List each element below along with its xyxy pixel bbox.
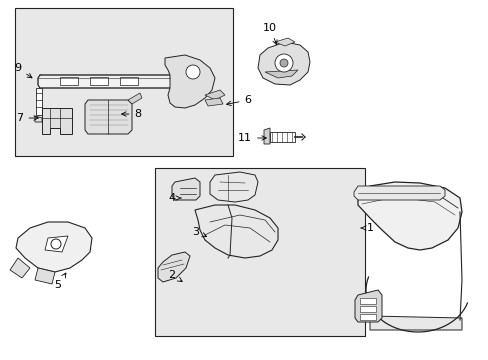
Polygon shape xyxy=(85,100,132,134)
Polygon shape xyxy=(172,178,200,200)
Circle shape xyxy=(280,59,287,67)
Text: 1: 1 xyxy=(360,223,373,233)
Text: 7: 7 xyxy=(17,113,38,123)
Polygon shape xyxy=(35,268,55,284)
Bar xyxy=(155,168,364,336)
Bar xyxy=(359,306,375,312)
Text: 8: 8 xyxy=(122,109,141,119)
Polygon shape xyxy=(38,72,172,88)
Text: 5: 5 xyxy=(54,273,66,290)
Polygon shape xyxy=(357,182,461,250)
Polygon shape xyxy=(264,70,297,78)
Polygon shape xyxy=(354,290,381,322)
Circle shape xyxy=(274,54,292,72)
Text: 3: 3 xyxy=(192,227,206,237)
Polygon shape xyxy=(369,316,461,330)
Text: 11: 11 xyxy=(238,133,266,143)
Bar xyxy=(60,77,78,85)
Text: 6: 6 xyxy=(226,95,251,105)
Polygon shape xyxy=(195,205,278,258)
Polygon shape xyxy=(158,252,190,282)
Polygon shape xyxy=(209,172,258,202)
Polygon shape xyxy=(45,236,68,252)
Bar xyxy=(120,77,138,85)
Polygon shape xyxy=(10,258,30,278)
Polygon shape xyxy=(16,222,92,272)
Polygon shape xyxy=(35,116,42,122)
Bar xyxy=(359,314,375,320)
Circle shape xyxy=(185,65,200,79)
Bar xyxy=(90,77,108,85)
Polygon shape xyxy=(128,93,142,104)
Polygon shape xyxy=(353,186,444,200)
Text: 10: 10 xyxy=(263,23,277,45)
Text: 9: 9 xyxy=(15,63,32,78)
Polygon shape xyxy=(274,38,294,46)
Polygon shape xyxy=(264,128,269,144)
Text: 4: 4 xyxy=(168,193,181,203)
Bar xyxy=(359,298,375,304)
Polygon shape xyxy=(164,55,215,108)
Text: 2: 2 xyxy=(168,270,182,282)
Polygon shape xyxy=(204,90,224,100)
Polygon shape xyxy=(258,42,309,85)
Bar xyxy=(15,8,232,156)
Circle shape xyxy=(51,239,61,249)
Polygon shape xyxy=(269,132,294,142)
Polygon shape xyxy=(36,88,42,115)
Polygon shape xyxy=(204,98,223,106)
Polygon shape xyxy=(42,108,72,134)
